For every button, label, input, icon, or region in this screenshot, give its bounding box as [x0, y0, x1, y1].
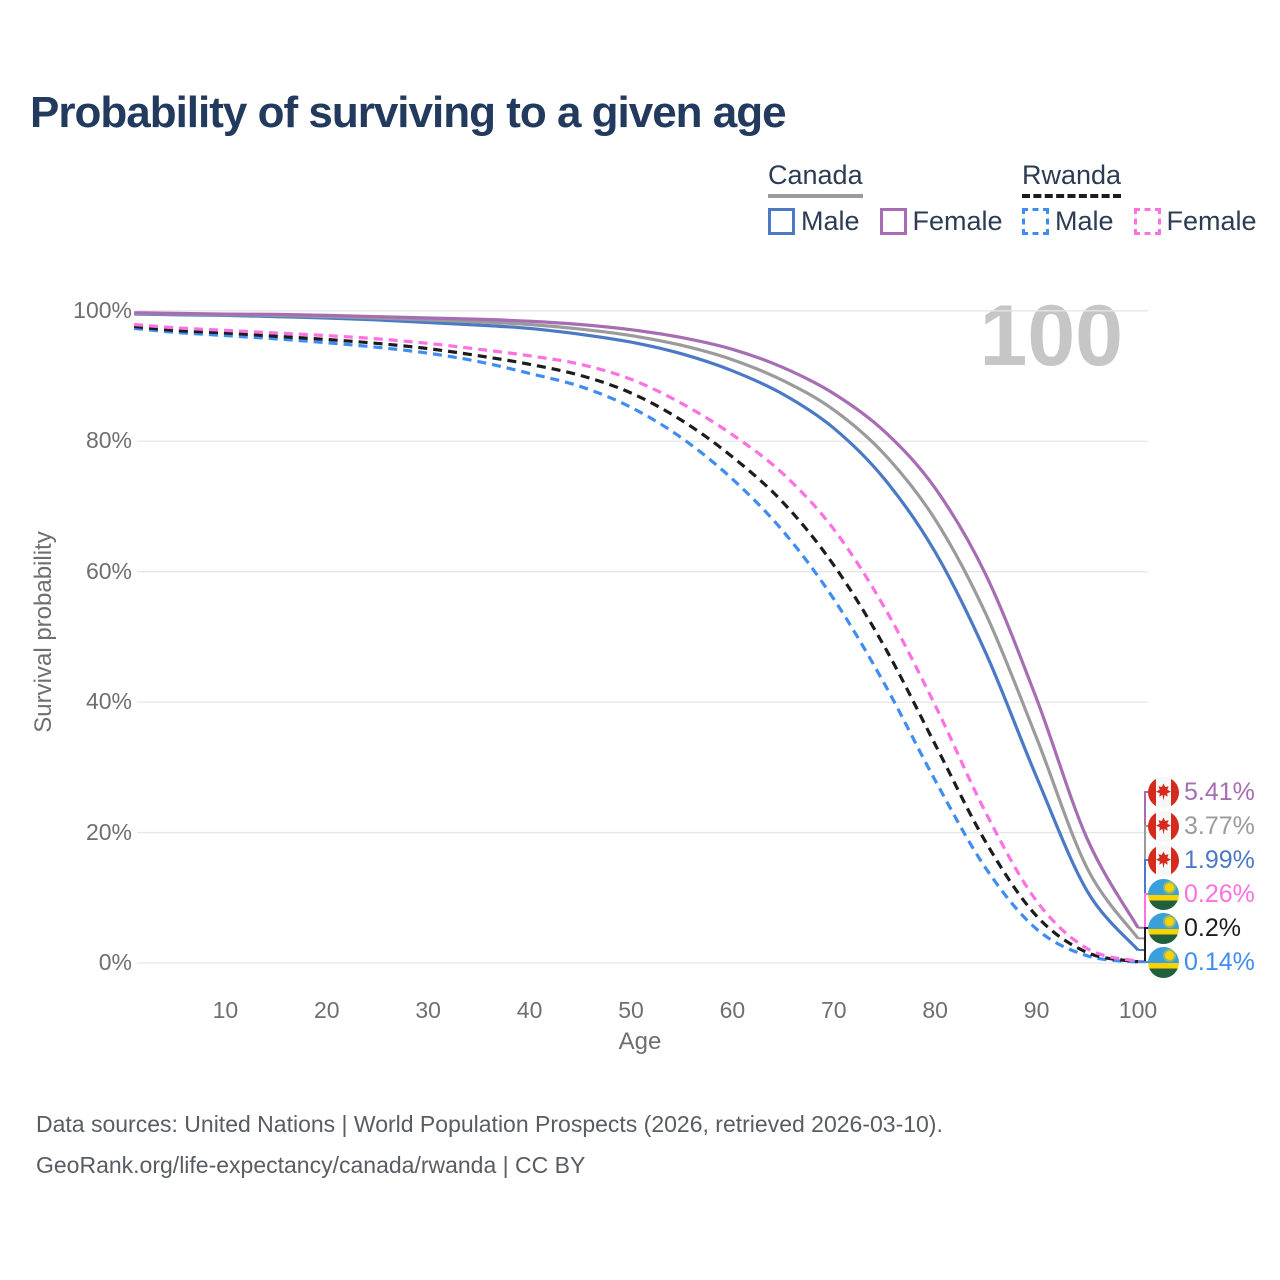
legend-item-label: Female	[1166, 206, 1257, 236]
sun-icon	[1165, 950, 1174, 960]
age-counter-watermark: 100	[979, 288, 1124, 384]
y-tick-label: 40%	[85, 688, 132, 715]
canada-male-swatch-icon	[768, 208, 795, 235]
series-end-value: 1.99%	[1184, 845, 1255, 874]
sun-icon	[1165, 916, 1174, 926]
canada-female-swatch-icon	[879, 208, 907, 235]
canada-flag-icon	[1148, 844, 1179, 876]
y-tick-label: 100%	[73, 296, 132, 323]
series-line-canada-both[interactable]	[134, 311, 1140, 940]
series-line-rwanda-both[interactable]	[133, 324, 1139, 964]
series-end-label-row-rwanda-female[interactable]: 0.26%	[1148, 877, 1255, 911]
series-line-canada-female[interactable]	[134, 311, 1140, 929]
legend-item-label: Female	[912, 206, 1003, 236]
chart-title: Probability of surviving to a given age	[30, 88, 787, 137]
x-tick-label: 80	[922, 997, 948, 1023]
legend-group-rwanda: Rwanda Male Female	[1022, 160, 1257, 237]
footer-link-line[interactable]: GeoRank.org/life-expectancy/canada/rwand…	[36, 1152, 586, 1178]
y-axis-title: Survival probability	[30, 531, 57, 733]
legend-item-label: Male	[801, 206, 860, 236]
series-end-label-row-canada-both[interactable]: 3.77%	[1148, 809, 1255, 843]
series-end-value: 5.41%	[1184, 777, 1255, 806]
series-end-label-row-canada-male[interactable]: 1.99%	[1148, 843, 1255, 877]
series-end-label-row-rwanda-male[interactable]: 0.14%	[1148, 945, 1255, 979]
series-line-rwanda-female[interactable]	[134, 322, 1139, 963]
x-tick-label: 40	[516, 997, 543, 1023]
canada-flag-icon	[1148, 776, 1179, 808]
x-tick-label: 20	[314, 997, 340, 1023]
footer-sources-line: Data sources: United Nations | World Pop…	[36, 1111, 943, 1137]
x-tick-label: 70	[821, 997, 847, 1023]
legend-item-rwanda-male[interactable]: Male	[1022, 206, 1114, 237]
legend-rwanda-title[interactable]: Rwanda	[1022, 160, 1122, 198]
legend-item-canada-male[interactable]: Male	[768, 206, 860, 237]
rwanda-female-swatch-icon	[1133, 208, 1161, 235]
rwanda-male-swatch-icon	[1022, 208, 1049, 235]
legend-item-rwanda-female[interactable]: Female	[1133, 206, 1257, 237]
legend-item-label: Male	[1055, 206, 1114, 236]
series-end-value: 0.14%	[1184, 947, 1255, 976]
series-end-value: 0.2%	[1184, 913, 1241, 942]
y-tick-label: 80%	[85, 427, 132, 454]
x-tick-label: 60	[719, 997, 746, 1023]
data-sources-footer: Data sources: United Nations | World Pop…	[36, 1104, 943, 1186]
series-end-label-row-canada-female[interactable]: 5.41%	[1148, 775, 1255, 809]
series-end-label-row-rwanda-both[interactable]: 0.2%	[1148, 911, 1241, 945]
x-tick-label: 30	[415, 997, 441, 1023]
x-axis-title: Age	[618, 1028, 662, 1055]
x-tick-label: 100	[1118, 997, 1158, 1023]
series-line-rwanda-male[interactable]	[133, 326, 1139, 964]
rwanda-flag-icon	[1148, 912, 1179, 944]
y-tick-label: 0%	[98, 949, 132, 975]
legend-canada-title[interactable]: Canada	[768, 160, 863, 198]
series-end-value: 3.77%	[1184, 811, 1255, 840]
y-tick-label: 20%	[85, 818, 132, 845]
legend-item-canada-female[interactable]: Female	[879, 206, 1003, 237]
legend-group-canada: Canada Male Female	[768, 160, 1003, 237]
x-tick-label: 50	[618, 997, 644, 1023]
x-tick-label: 90	[1023, 997, 1050, 1023]
canada-flag-icon	[1148, 810, 1179, 842]
series-end-value: 0.26%	[1184, 879, 1255, 908]
y-tick-label: 60%	[85, 557, 132, 584]
rwanda-flag-icon	[1148, 946, 1179, 978]
rwanda-flag-icon	[1148, 878, 1179, 910]
sun-icon	[1165, 882, 1174, 892]
x-tick-label: 10	[212, 997, 239, 1023]
